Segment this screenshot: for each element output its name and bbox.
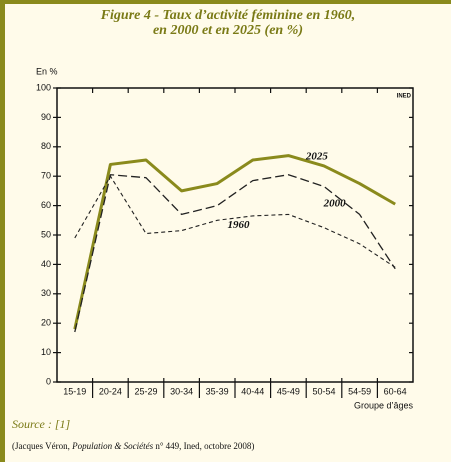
citation: (Jacques Véron, Population & Sociétés n°… [12, 441, 254, 451]
border-top [0, 0, 451, 4]
y-tick-label: 80 [41, 141, 51, 151]
x-tick-label: 54-59 [348, 386, 371, 396]
y-tick-label: 60 [41, 200, 51, 210]
y-tick-label: 0 [46, 376, 51, 386]
y-tick-label: 30 [41, 288, 51, 298]
logo: INED [397, 94, 412, 100]
border-left [0, 0, 5, 462]
citation-text: (Jacques Véron, [12, 441, 72, 451]
chart-title: en 2000 et en 2025 (en %) [153, 23, 303, 38]
y-tick-label: 20 [41, 318, 51, 328]
x-tick-label: 30-34 [170, 386, 193, 396]
x-tick-label: 15-19 [63, 386, 86, 396]
y-tick-label: 10 [41, 347, 51, 357]
series-line [73, 154, 396, 330]
series-line [74, 175, 396, 268]
series-line [74, 174, 396, 333]
source: Source : [1] [12, 417, 71, 431]
x-tick-label: 20-24 [99, 386, 122, 396]
y-tick-label: 90 [41, 112, 51, 122]
x-tick-label: 25-29 [134, 386, 157, 396]
citation-italic: Population & Sociétés [71, 441, 153, 451]
series-label: 1960 [228, 219, 251, 231]
x-tick-label: 35-39 [206, 386, 229, 396]
chart-title: Figure 4 - Taux d’activité féminine en 1… [100, 8, 356, 23]
series-label: 2025 [305, 150, 329, 162]
x-axis-label: Groupe d’âges [354, 400, 414, 410]
citation-text: n° 449, Ined, octobre 2008) [153, 441, 254, 451]
y-tick-label: 50 [41, 229, 51, 239]
x-tick-label: 60-64 [384, 386, 407, 396]
y-tick-label: 100 [36, 82, 51, 92]
x-tick-label: 40-44 [241, 386, 264, 396]
y-tick-label: 70 [41, 171, 51, 181]
y-tick-label: 40 [41, 259, 51, 269]
x-tick-label: 50-54 [312, 386, 335, 396]
series-label: 2000 [323, 197, 347, 209]
x-tick-label: 45-49 [277, 386, 300, 396]
y-axis-label: En % [36, 66, 58, 76]
